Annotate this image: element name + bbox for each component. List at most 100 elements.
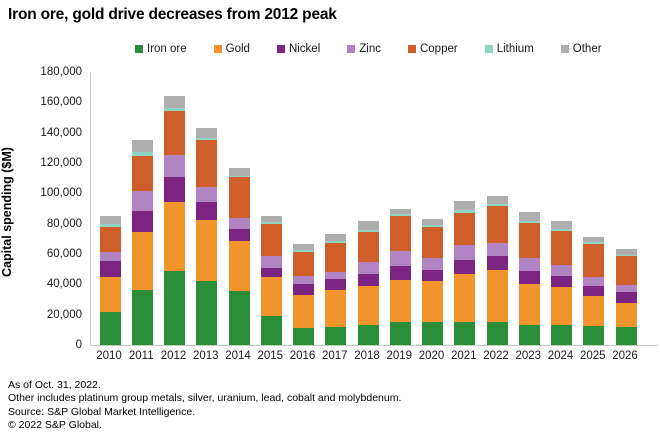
x-axis-label-2017: 2017 (321, 350, 348, 362)
bar-segment-zinc (196, 187, 218, 203)
y-tick-label: 0 (75, 339, 82, 351)
bar-segment-gold (486, 269, 508, 323)
bar-2023 (518, 212, 540, 345)
bar-segment-iron-ore (131, 289, 153, 345)
bar-segment-lithium (164, 107, 185, 111)
bar-segment-copper (583, 244, 605, 277)
legend-label: Gold (225, 43, 250, 55)
bar-segment-other (518, 212, 540, 222)
bar-segment-lithium (518, 221, 540, 223)
bar-segment-zinc (293, 276, 314, 285)
x-axis-label-2015: 2015 (257, 350, 284, 362)
bar-segment-other (551, 221, 572, 229)
bar-segment-gold (454, 273, 476, 323)
x-axis-label-2025: 2025 (579, 350, 606, 362)
y-tick-label: 120,000 (40, 157, 82, 169)
x-axis-label-2020: 2020 (418, 350, 445, 362)
bar-segment-zinc (389, 251, 411, 267)
bar-segment-copper (454, 213, 476, 245)
bar-segment-zinc (518, 257, 540, 272)
legend-label: Iron ore (147, 43, 187, 55)
bar-segment-other (583, 237, 605, 242)
x-axis-label-2023: 2023 (515, 350, 542, 362)
bar-segment-lithium (422, 225, 443, 228)
bar-segment-nickel (486, 256, 508, 270)
x-axis-label-2022: 2022 (483, 350, 509, 362)
bar-segment-copper (518, 222, 540, 258)
bar-segment-copper (615, 256, 637, 286)
y-tick-label: 80,000 (46, 217, 82, 230)
y-tick-label: 160,000 (40, 96, 82, 109)
bar-segment-other (228, 167, 250, 176)
bar-segment-nickel (454, 260, 476, 274)
y-tick-label: 140,000 (40, 126, 82, 139)
x-axis-label-2010: 2010 (96, 350, 122, 362)
y-tick-label: 180,000 (40, 66, 82, 78)
bar-segment-iron-ore (486, 322, 508, 345)
bar-segment-zinc (486, 242, 508, 257)
bar-segment-iron-ore (615, 326, 637, 345)
bar-segment-copper (389, 216, 411, 251)
y-tick-label: 60,000 (46, 248, 82, 260)
bar-segment-lithium (615, 254, 637, 257)
x-axis-label-2016: 2016 (289, 350, 316, 362)
bar-segment-copper (357, 232, 379, 263)
bar-segment-gold (99, 276, 121, 312)
legend-item-lithium: Lithium (484, 43, 534, 55)
bar-segment-copper (164, 110, 185, 156)
bar-segment-lithium (389, 213, 411, 217)
bar-segment-lithium (196, 138, 218, 141)
bar-segment-gold (551, 287, 572, 325)
bar-segment-nickel (325, 279, 347, 290)
bar-segment-iron-ore (357, 325, 379, 345)
x-axis-label-2013: 2013 (192, 350, 219, 362)
bar-2019 (389, 208, 411, 345)
legend-item-nickel: Nickel (276, 43, 320, 55)
bar-segment-copper (260, 223, 282, 256)
bar-segment-copper (99, 226, 121, 252)
legend-label: Zinc (359, 43, 381, 55)
y-tick-label: 20,000 (46, 308, 82, 321)
y-axis-title: Capital spending ($M) (0, 147, 14, 277)
bar-segment-other (389, 208, 411, 214)
bar-segment-nickel (260, 267, 282, 277)
bar-2020 (422, 219, 443, 345)
bar-2013 (196, 128, 218, 345)
bar-segment-other (131, 139, 153, 153)
bar-segment-zinc (551, 265, 572, 276)
bar-segment-zinc (615, 285, 637, 292)
bar-segment-nickel (551, 276, 572, 288)
x-axis-label-2021: 2021 (450, 350, 477, 362)
legend-item-copper: Copper (407, 43, 458, 55)
bar-segment-gold (357, 285, 379, 326)
x-axis-label-2014: 2014 (225, 350, 251, 362)
bar-segment-gold (583, 296, 605, 327)
legend-swatch-lithium (484, 45, 493, 53)
bar-segment-gold (518, 284, 540, 326)
legend-label: Lithium (496, 43, 534, 55)
bar-segment-lithium (454, 210, 476, 214)
legend-label: Other (572, 43, 602, 55)
bar-segment-nickel (293, 284, 314, 295)
bar-2021 (454, 200, 476, 345)
legend: Iron ore Gold Nickel Zinc Copper Lithium Other (135, 43, 602, 55)
bar-2014 (228, 167, 250, 345)
bar-2018 (357, 221, 379, 345)
legend-swatch-gold (213, 45, 222, 53)
bar-segment-zinc (454, 244, 476, 261)
bar-segment-iron-ore (99, 311, 121, 345)
bar-segment-nickel (131, 210, 153, 233)
bar-segment-other (486, 195, 508, 204)
x-axis-label-2018: 2018 (354, 350, 380, 362)
bar-segment-other (325, 233, 347, 242)
chart-title: Iron ore, gold drive decreases from 2012… (8, 6, 337, 23)
bar-segment-iron-ore (164, 270, 185, 345)
bar-segment-other (99, 216, 121, 225)
bar-segment-lithium (551, 229, 572, 231)
legend-swatch-iron-ore (135, 45, 143, 53)
bar-segment-gold (131, 232, 153, 290)
bar-2016 (293, 244, 314, 345)
bar-segment-other (357, 221, 379, 230)
legend-item-other: Other (560, 43, 602, 55)
legend-item-iron-ore: Iron ore (135, 43, 187, 55)
